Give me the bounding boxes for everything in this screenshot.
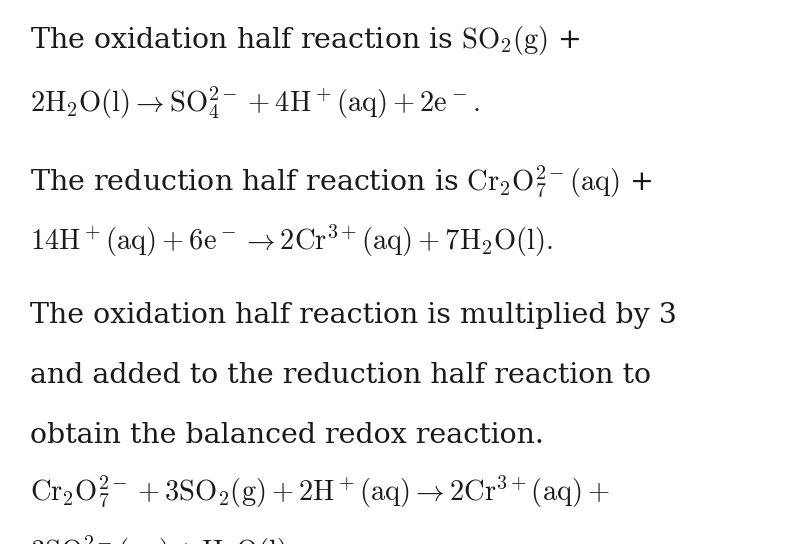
Text: obtain the balanced redox reaction.: obtain the balanced redox reaction. — [30, 422, 544, 449]
Text: and added to the reduction half reaction to: and added to the reduction half reaction… — [30, 362, 651, 389]
Text: The oxidation half reaction is multiplied by 3: The oxidation half reaction is multiplie… — [30, 302, 678, 329]
Text: The reduction half reaction is $\mathrm{Cr_2O_7^{2-}(aq)}$ +: The reduction half reaction is $\mathrm{… — [30, 163, 653, 199]
Text: $\mathrm{Cr_2O_7^{2-} + 3SO_2(g) + 2H^+(aq) \rightarrow 2Cr^{3+}(aq) +}$: $\mathrm{Cr_2O_7^{2-} + 3SO_2(g) + 2H^+(… — [30, 473, 610, 509]
Text: $\mathrm{2H_2O(l) \rightarrow SO_4^{2-} + 4H^+(aq) + 2e^-.}$: $\mathrm{2H_2O(l) \rightarrow SO_4^{2-} … — [30, 84, 480, 121]
Text: $\mathrm{3SO_4^{2-}(aq) + H_2O(l)}$: $\mathrm{3SO_4^{2-}(aq) + H_2O(l)}$ — [30, 533, 287, 544]
Text: The oxidation half reaction is $\mathrm{SO_2(g)}$ +: The oxidation half reaction is $\mathrm{… — [30, 24, 581, 58]
Text: $\mathrm{14H^+(aq) + 6e^- \rightarrow 2Cr^{3+}(aq) + 7H_2O(l).}$: $\mathrm{14H^+(aq) + 6e^- \rightarrow 2C… — [30, 223, 554, 259]
